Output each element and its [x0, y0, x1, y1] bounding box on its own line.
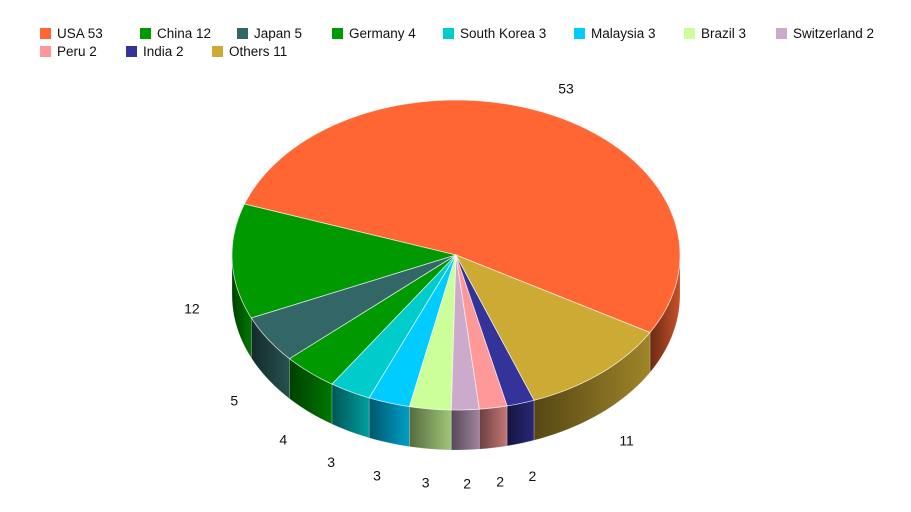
legend-label-india: India 2: [143, 43, 184, 59]
legend-label-south-korea: South Korea 3: [460, 25, 547, 41]
legend-swatch-others: [212, 45, 223, 57]
legend-label-usa: USA 53: [57, 25, 103, 41]
legend-swatch-malaysia: [574, 27, 585, 39]
legend-item-switzerland: Switzerland 2: [776, 26, 896, 41]
legend-label-peru: Peru 2: [57, 43, 97, 59]
pie-slice-others: [455, 254, 651, 401]
pie-slice-germany: [288, 254, 457, 385]
pie-label-china: 12: [184, 301, 200, 317]
pie-slice-brazil: [408, 254, 457, 411]
legend-label-malaysia: Malaysia 3: [591, 25, 656, 41]
pie-value-labels: 53 12 5 4 3 3 3 2 2 2 11: [184, 81, 634, 492]
pie-side-switzerland: [451, 408, 480, 451]
pie-slice-south-korea: [331, 254, 457, 399]
legend-swatch-switzerland: [776, 27, 787, 39]
legend-item-peru: Peru 2: [40, 44, 126, 59]
legend-swatch-germany: [332, 27, 343, 39]
legend-item-germany: Germany 4: [332, 26, 443, 41]
legend-label-china: China 12: [157, 25, 212, 41]
legend-label-brazil: Brazil 3: [701, 25, 747, 41]
pie-label-others: 11: [619, 433, 634, 449]
legend-row-2: Peru 2 India 2 Others 11: [40, 42, 900, 60]
pie-slice-china: [231, 203, 458, 319]
legend-swatch-india: [126, 45, 137, 57]
pie-label-usa: 53: [558, 81, 574, 97]
legend-item-usa: USA 53: [40, 26, 140, 41]
legend-swatch-brazil: [684, 27, 695, 39]
legend-item-india: India 2: [126, 44, 212, 59]
legend-item-brazil: Brazil 3: [684, 26, 776, 41]
pie-side-peru: [479, 405, 508, 450]
pie-label-germany: 4: [279, 432, 287, 448]
pie-label-switzerland: 2: [463, 476, 471, 492]
pie-label-india: 2: [529, 468, 537, 484]
pie-side-brazil: [409, 406, 452, 451]
legend-item-others: Others 11: [212, 44, 312, 59]
pie-label-peru: 2: [496, 473, 504, 489]
pie-label-malaysia: 3: [373, 468, 381, 484]
legend: USA 53 China 12 Japan 5 Germany 4 South …: [40, 24, 900, 60]
legend-swatch-peru: [40, 45, 51, 57]
legend-item-japan: Japan 5: [237, 26, 332, 41]
legend-row-1: USA 53 China 12 Japan 5 Germany 4 South …: [40, 24, 900, 42]
legend-label-switzerland: Switzerland 2: [793, 25, 875, 41]
pie-slice-malaysia: [368, 254, 457, 408]
legend-item-south-korea: South Korea 3: [443, 26, 574, 41]
legend-swatch-usa: [40, 27, 51, 39]
pie-top-faces: [231, 99, 681, 411]
legend-label-germany: Germany 4: [349, 25, 416, 41]
pie-label-south-korea: 3: [327, 454, 335, 470]
legend-label-japan: Japan 5: [254, 25, 303, 41]
legend-swatch-china: [140, 27, 151, 39]
pie-slice-usa: [243, 99, 681, 333]
legend-swatch-south-korea: [443, 27, 454, 39]
pie-slice-japan: [250, 254, 457, 360]
legend-swatch-japan: [237, 27, 248, 39]
legend-item-malaysia: Malaysia 3: [574, 26, 684, 41]
legend-item-china: China 12: [140, 26, 237, 41]
pie-label-brazil: 3: [422, 475, 430, 491]
legend-label-others: Others 11: [229, 43, 288, 59]
pie-side-india: [506, 399, 535, 447]
pie-label-japan: 5: [230, 393, 238, 409]
